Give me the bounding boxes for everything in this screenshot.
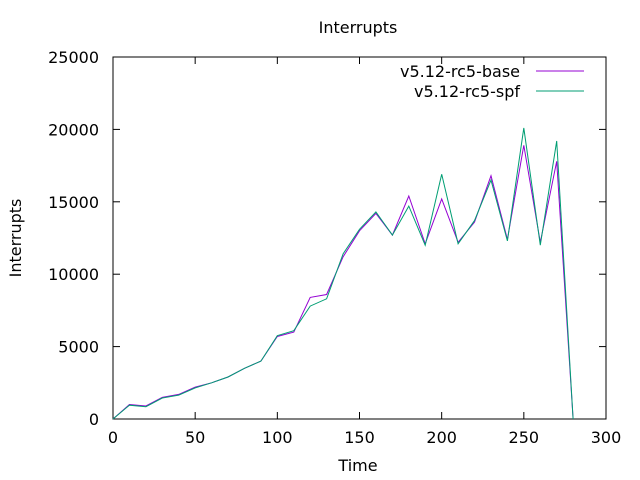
x-tick-label: 200 xyxy=(426,428,457,447)
x-tick-label: 150 xyxy=(344,428,375,447)
legend-label: v5.12-rc5-base xyxy=(400,62,520,81)
axis-ticks: 0 50 100 150 200 250 300 0 5000 10000 15000 20000 25… xyxy=(48,48,621,447)
y-tick-label: 0 xyxy=(89,410,99,429)
series-line-v5.12-rc5-spf xyxy=(112,127,574,420)
chart-title: Interrupts xyxy=(319,18,398,37)
x-tick-label: 0 xyxy=(108,428,118,447)
x-tick-label: 250 xyxy=(509,428,540,447)
y-tick-label: 10000 xyxy=(48,265,99,284)
plot-frame xyxy=(112,56,607,420)
x-tick-label: 100 xyxy=(262,428,293,447)
x-axis-title: Time xyxy=(337,456,377,475)
series-lines xyxy=(112,127,574,420)
y-tick-label: 5000 xyxy=(58,338,99,357)
legend-label: v5.12-rc5-spf xyxy=(414,82,520,101)
x-tick-label: 300 xyxy=(591,428,622,447)
series-line-v5.12-rc5-base xyxy=(112,145,574,420)
y-tick-label: 20000 xyxy=(48,120,99,139)
y-tick-label: 15000 xyxy=(48,193,99,212)
y-axis-title: Interrupts xyxy=(6,199,25,278)
y-tick-label: 25000 xyxy=(48,48,99,67)
x-tick-label: 50 xyxy=(185,428,205,447)
